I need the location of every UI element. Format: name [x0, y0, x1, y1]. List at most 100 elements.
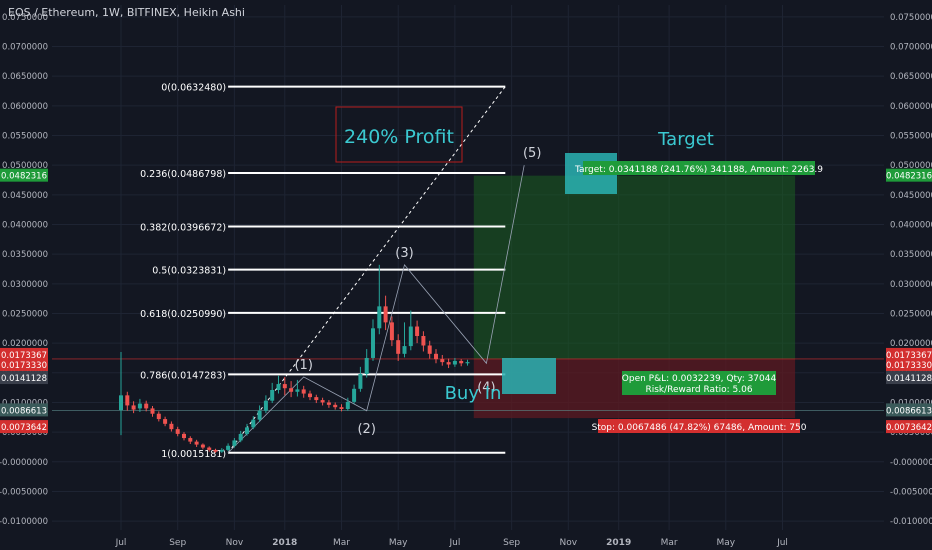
price-label-left: 0.0173330: [1, 361, 47, 371]
trend-line: [227, 86, 506, 454]
fib-level-label: 0.618(0.0250990): [140, 309, 226, 320]
price-label-left-bg: [0, 168, 48, 182]
target-info-text: Target: 0.0341188 (241.76%) 341188, Amou…: [574, 165, 823, 175]
x-tick-label: Mar: [661, 538, 678, 548]
x-tick-label: May: [389, 538, 408, 548]
candle-body: [358, 373, 363, 389]
x-tick-label: Sep: [503, 538, 520, 548]
price-label-right: 0.0141128: [886, 374, 932, 384]
x-tick-label: May: [716, 538, 735, 548]
candle-body: [238, 433, 243, 441]
y-tick-label-right: 0.0500000: [890, 161, 932, 171]
y-tick-label-left: -0.0100000: [0, 517, 48, 527]
candle-body: [282, 384, 287, 389]
candle-body: [427, 345, 432, 354]
profit-text: 240% Profit: [344, 126, 454, 148]
target-text: Target: [657, 129, 714, 150]
candle-body: [396, 340, 401, 354]
price-label-right-bg: [886, 371, 932, 385]
price-label-left-bg: [0, 357, 48, 371]
candle-body: [345, 401, 350, 409]
profit-zone: [473, 175, 796, 359]
candle-body: [320, 400, 325, 403]
y-tick-label-right: 0.0050000: [890, 428, 932, 438]
candle-body: [213, 449, 218, 452]
y-tick-label-left: 0.0400000: [2, 220, 48, 230]
x-tick-label: Jul: [776, 538, 788, 548]
fib-level-label: 0.5(0.0323831): [152, 266, 226, 277]
profit-annotation-box: [335, 106, 463, 163]
candle-body: [232, 440, 237, 446]
y-tick-label-right: 0.0650000: [890, 72, 932, 82]
y-tick-label-right: 0.0750000: [890, 13, 932, 23]
wave-label: (1): [294, 358, 312, 373]
wave-label: (5): [523, 146, 541, 161]
candle-body: [169, 423, 174, 430]
price-label-left-bg: [0, 403, 48, 417]
price-label-left: 0.0173367: [1, 351, 47, 361]
price-label-right-bg: [886, 168, 932, 182]
candle-body: [452, 360, 457, 365]
candle-body: [276, 384, 281, 390]
wave-label: (4): [477, 380, 495, 395]
price-label-left: 0.0141128: [1, 374, 47, 384]
x-tick-label: Mar: [333, 538, 350, 548]
wave-label: (3): [395, 246, 413, 261]
y-tick-label-left: 0.0450000: [2, 191, 48, 201]
x-tick-label: Jul: [448, 538, 460, 548]
x-tick-label: 2019: [606, 538, 631, 548]
y-tick-label-right: 0.0300000: [890, 280, 932, 290]
candle-body: [251, 419, 256, 428]
x-tick-label: Jul: [115, 538, 127, 548]
price-label-right: 0.0086613: [886, 406, 932, 416]
candle-body: [352, 388, 357, 402]
x-tick-label: Sep: [169, 538, 186, 548]
y-tick-label-right: 0.0350000: [890, 250, 932, 260]
y-tick-label-right: 0.0550000: [890, 132, 932, 142]
y-tick-label-left: 0.0350000: [2, 250, 48, 260]
price-label-right: 0.0173330: [886, 361, 932, 371]
y-tick-label-left: 0.0550000: [2, 132, 48, 142]
price-label-left-bg: [0, 420, 48, 434]
candle-body: [389, 322, 394, 341]
price-label-left-bg: [0, 371, 48, 385]
pnl-info-line1: Open P&L: 0.0032239, Qty: 37044: [622, 374, 777, 384]
price-label-right-bg: [886, 357, 932, 371]
candle-body: [333, 404, 338, 408]
y-tick-label-left: 0.0750000: [2, 13, 48, 23]
candle-body: [119, 395, 123, 411]
candle-body: [219, 449, 224, 452]
candle-body: [301, 389, 306, 394]
y-tick-label-left: 0.0200000: [2, 339, 48, 349]
fib-level-label: 0.382(0.0396672): [140, 222, 226, 233]
fib-level-label: 1(0.0015181): [161, 449, 226, 460]
y-tick-label-left: 0.0050000: [2, 428, 48, 438]
price-label-left: 0.0073642: [1, 423, 47, 433]
wave-label: (2): [357, 422, 375, 437]
price-label-right-bg: [886, 347, 932, 361]
price-label-right-bg: [886, 420, 932, 434]
y-tick-label-left: 0.0650000: [2, 72, 48, 82]
y-tick-label-right: 0.0700000: [890, 43, 932, 53]
candle-body: [415, 326, 420, 337]
pnl-info-line2: Risk/Reward Ratio: 5.06: [645, 385, 752, 395]
y-tick-label-left: 0.0700000: [2, 43, 48, 53]
price-label-left-bg: [0, 347, 48, 361]
candle-body: [402, 346, 407, 354]
y-tick-label-right: -0.0000000: [890, 458, 932, 468]
x-tick-label: 2018: [272, 538, 297, 548]
y-tick-label-left: 0.0250000: [2, 309, 48, 319]
candle-body: [137, 403, 142, 409]
stop-info-text: Stop: 0.0067486 (47.82%) 67486, Amount: …: [592, 423, 807, 433]
candle-body: [263, 400, 268, 411]
price-label-right: 0.0073642: [886, 423, 932, 433]
fib-level-label: 0(0.0632480): [161, 83, 226, 94]
candle-body: [156, 413, 161, 420]
candle-body: [175, 429, 180, 434]
candle-body: [383, 306, 388, 323]
candle-body: [200, 444, 205, 448]
price-label-left: 0.0086613: [1, 406, 47, 416]
candle-body: [194, 441, 199, 445]
y-tick-label-left: 0.0500000: [2, 161, 48, 171]
